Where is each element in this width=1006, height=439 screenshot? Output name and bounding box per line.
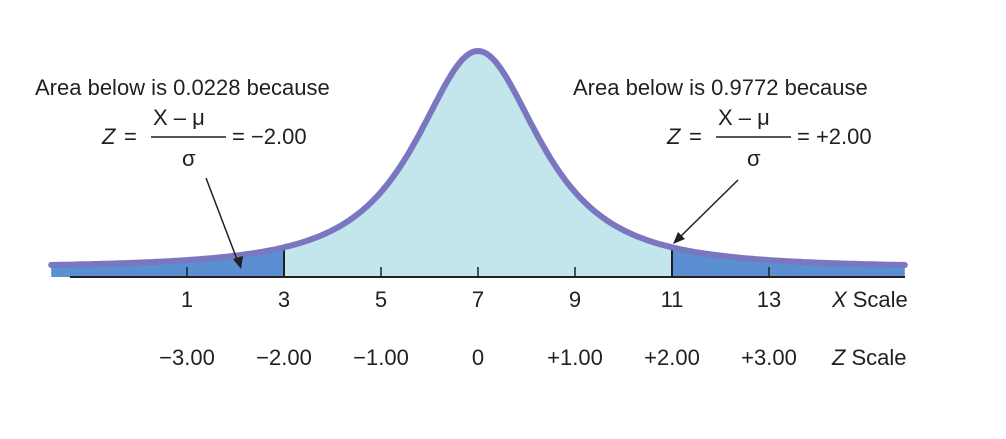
x-tick-label: 11 — [661, 287, 684, 312]
left-denominator: σ — [182, 146, 196, 171]
x-scale-label: X Scale — [831, 287, 908, 312]
right-equals: = — [689, 124, 702, 149]
left-pointer-arrow — [205, 177, 239, 263]
left-result: = −2.00 — [232, 124, 307, 149]
left-equals: = — [124, 124, 137, 149]
left-annotation-heading: Area below is 0.0228 because — [35, 75, 330, 100]
x-tick-label: 9 — [569, 287, 581, 312]
z-tick-label: −2.00 — [256, 345, 312, 370]
right-pointer-arrow — [678, 179, 739, 239]
right-denominator: σ — [747, 146, 761, 171]
right-arrowhead-icon — [673, 232, 685, 244]
z-scale-label: Z Scale — [831, 345, 907, 370]
x-tick-label: 13 — [757, 287, 781, 312]
z-tick-label: −1.00 — [353, 345, 409, 370]
left-numerator: X – μ — [153, 105, 205, 130]
z-tick-label: −3.00 — [159, 345, 215, 370]
x-tick-label: 1 — [181, 287, 193, 312]
right-result: = +2.00 — [797, 124, 872, 149]
center-area-region — [284, 51, 672, 277]
axis-ticks — [186, 267, 770, 277]
x-tick-label: 7 — [472, 287, 484, 312]
right-numerator: X – μ — [718, 105, 770, 130]
left-arrowhead-icon — [233, 256, 243, 269]
z-tick-label: 0 — [472, 345, 484, 370]
z-tick-label: +1.00 — [547, 345, 603, 370]
z-tick-label: +3.00 — [741, 345, 797, 370]
normal-curve — [48, 47, 908, 268]
x-tick-label: 5 — [375, 287, 387, 312]
z-tick-labels: −3.00 −2.00 −1.00 0 +1.00 +2.00 +3.00 — [159, 345, 797, 370]
x-tick-labels: 1 3 5 7 9 11 13 — [181, 287, 781, 312]
right-z-symbol: Z — [666, 124, 682, 149]
right-annotation-heading: Area below is 0.9772 because — [573, 75, 868, 100]
left-z-symbol: Z — [101, 124, 117, 149]
x-tick-label: 3 — [278, 287, 290, 312]
z-tick-label: +2.00 — [644, 345, 700, 370]
